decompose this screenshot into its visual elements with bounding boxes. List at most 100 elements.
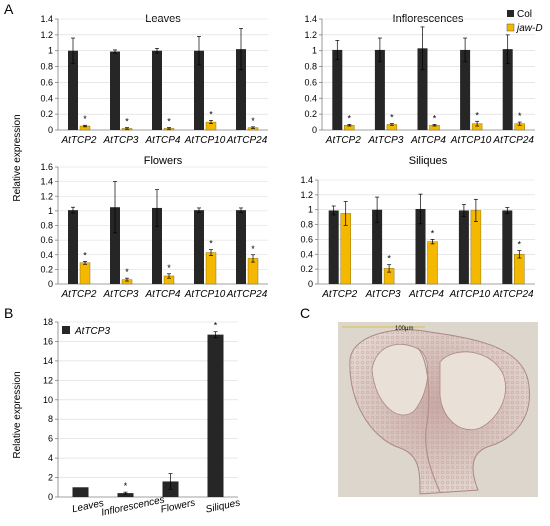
x-tick-label: AtTCP3 — [102, 289, 138, 300]
y-tick-label: 1.2 — [40, 30, 53, 40]
x-tick-label: AtTCP3 — [367, 135, 403, 146]
scale-bar-label: 100μm — [395, 326, 413, 332]
y-tick-label: 1.2 — [304, 30, 317, 40]
legend-swatch-attcp3 — [62, 326, 70, 334]
y-tick-label: 0 — [48, 125, 53, 135]
y-tick-label: 16 — [43, 336, 53, 346]
x-tick-label: AtTCP3 — [102, 135, 138, 146]
chart-flowers: Flowers 0 0.2 0.4 0.6 0.8 1 1.2 1.4 1.6 AtTCP2 * AtT… — [40, 155, 268, 300]
y-tick-label: 0.6 — [40, 235, 53, 245]
significance-star: * — [518, 240, 522, 250]
legend-label-col: Col — [517, 9, 532, 20]
bar-col-attcp24 — [236, 49, 246, 130]
significance-star: * — [167, 263, 171, 273]
bar-col-attcp2 — [328, 210, 339, 284]
bar-col-attcp4 — [152, 50, 162, 130]
y-tick-label: 0.8 — [300, 220, 313, 230]
significance-star: * — [124, 481, 128, 491]
x-tick-label: AtTCP2 — [321, 289, 357, 300]
x-tick-label: AtTCP24 — [226, 135, 268, 146]
x-tick-label: AtTCP4 — [410, 135, 446, 146]
chart-title: Flowers — [144, 155, 183, 167]
y-tick-label: 0.6 — [304, 77, 317, 87]
bar-attcp3-leaves — [72, 487, 89, 497]
bar-attcp3-siliques — [207, 334, 224, 497]
bar-col-attcp3 — [374, 49, 385, 130]
chart-leaves: Leaves00.20.40.60.811.21.4AtTCP2*AtTCP3*… — [40, 13, 268, 146]
y-tick-label: 0.2 — [40, 264, 53, 274]
panel-b-y-axis-label: Relative expression — [12, 371, 23, 458]
y-tick-label: 1.4 — [40, 177, 53, 187]
x-tick-label: AtTCP4 — [144, 289, 180, 300]
bar-col-attcp10 — [458, 210, 469, 284]
bar-col-attcp2 — [332, 49, 343, 130]
significance-star: * — [209, 239, 213, 249]
bar-jaw-d-attcp4 — [427, 241, 438, 285]
micrograph-organ-right — [439, 351, 506, 430]
y-tick-label: 0.2 — [304, 109, 317, 119]
x-tick-label: AtTCP24 — [226, 289, 268, 300]
bar-col-attcp10 — [460, 49, 471, 130]
micrograph-organ-left — [371, 343, 429, 416]
bar-jaw-d-attcp24 — [514, 254, 525, 285]
y-tick-label: 4 — [48, 453, 53, 463]
bar-attcp3-inflorescences — [117, 493, 134, 497]
significance-star: * — [251, 244, 255, 254]
significance-star: * — [475, 110, 479, 120]
significance-star: * — [251, 116, 255, 126]
significance-star: * — [387, 254, 391, 264]
significance-star: * — [125, 117, 129, 127]
y-tick-label: 0.4 — [40, 250, 53, 260]
bar-col-attcp24 — [236, 210, 246, 284]
significance-star: * — [390, 113, 394, 123]
y-tick-label: 2 — [48, 473, 53, 483]
y-tick-label: 0.8 — [40, 221, 53, 231]
x-tick-label: AtTCP4 — [144, 135, 180, 146]
x-tick-label: Inflorescences — [100, 494, 165, 518]
y-tick-label: 0.8 — [40, 62, 53, 72]
y-tick-label: 12 — [43, 375, 53, 385]
significance-star: * — [83, 114, 87, 124]
legend-panel-a: Col jaw-D — [506, 9, 543, 34]
y-tick-label: 6 — [48, 434, 53, 444]
y-tick-label: 1.2 — [300, 190, 313, 200]
y-tick-label: 1.6 — [40, 162, 53, 172]
x-tick-label: AtTCP10 — [450, 135, 492, 146]
significance-star: * — [348, 113, 352, 123]
panel-a-y-axis-label: Relative expression — [12, 114, 23, 201]
x-tick-label: AtTCP10 — [449, 289, 491, 300]
x-tick-label: AtTCP2 — [325, 135, 361, 146]
micrograph-axis-line — [417, 347, 441, 493]
bar-col-attcp24 — [502, 210, 513, 284]
chart-inflorescences: Inflorescences00.20.40.60.811.21.4AtTCP2… — [304, 13, 535, 146]
y-tick-label: 0.4 — [300, 249, 313, 259]
bar-jaw-d-attcp10 — [205, 252, 217, 285]
x-tick-label: AtTCP3 — [365, 289, 401, 300]
chart-siliques: Siliques 0 0.2 0.4 0.6 0.8 1 1.2 1.4 AtTCP2 AtTCP3… — [300, 155, 535, 300]
y-tick-label: 1.4 — [40, 14, 53, 24]
bar-jaw-d-attcp2 — [79, 262, 91, 285]
y-tick-label: 1 — [308, 205, 313, 215]
significance-star: * — [433, 113, 437, 123]
x-tick-label: AtTCP10 — [184, 289, 226, 300]
y-tick-label: 1.4 — [304, 14, 317, 24]
x-tick-label: Leaves — [71, 498, 105, 515]
y-tick-label: 0.4 — [304, 93, 317, 103]
y-tick-label: 1 — [312, 46, 317, 56]
bar-col-attcp10 — [194, 210, 204, 284]
micrograph: 100μm — [338, 322, 538, 497]
legend-label-jaw-d: jaw-D — [515, 23, 543, 34]
x-tick-label: AtTCP2 — [60, 135, 96, 146]
bar-col-attcp2 — [68, 210, 78, 284]
bar-col-attcp10 — [194, 50, 204, 130]
bar-col-attcp3 — [110, 207, 120, 284]
y-tick-label: 0 — [48, 492, 53, 502]
legend-panel-b: AtTCP3 — [62, 326, 110, 337]
legend-swatch-jaw-d — [506, 23, 515, 32]
significance-star: * — [518, 111, 522, 121]
x-tick-label: AtTCP10 — [184, 135, 226, 146]
y-tick-label: 0 — [48, 279, 53, 289]
significance-star: * — [214, 321, 218, 331]
legend-label-attcp3: AtTCP3 — [74, 326, 110, 337]
